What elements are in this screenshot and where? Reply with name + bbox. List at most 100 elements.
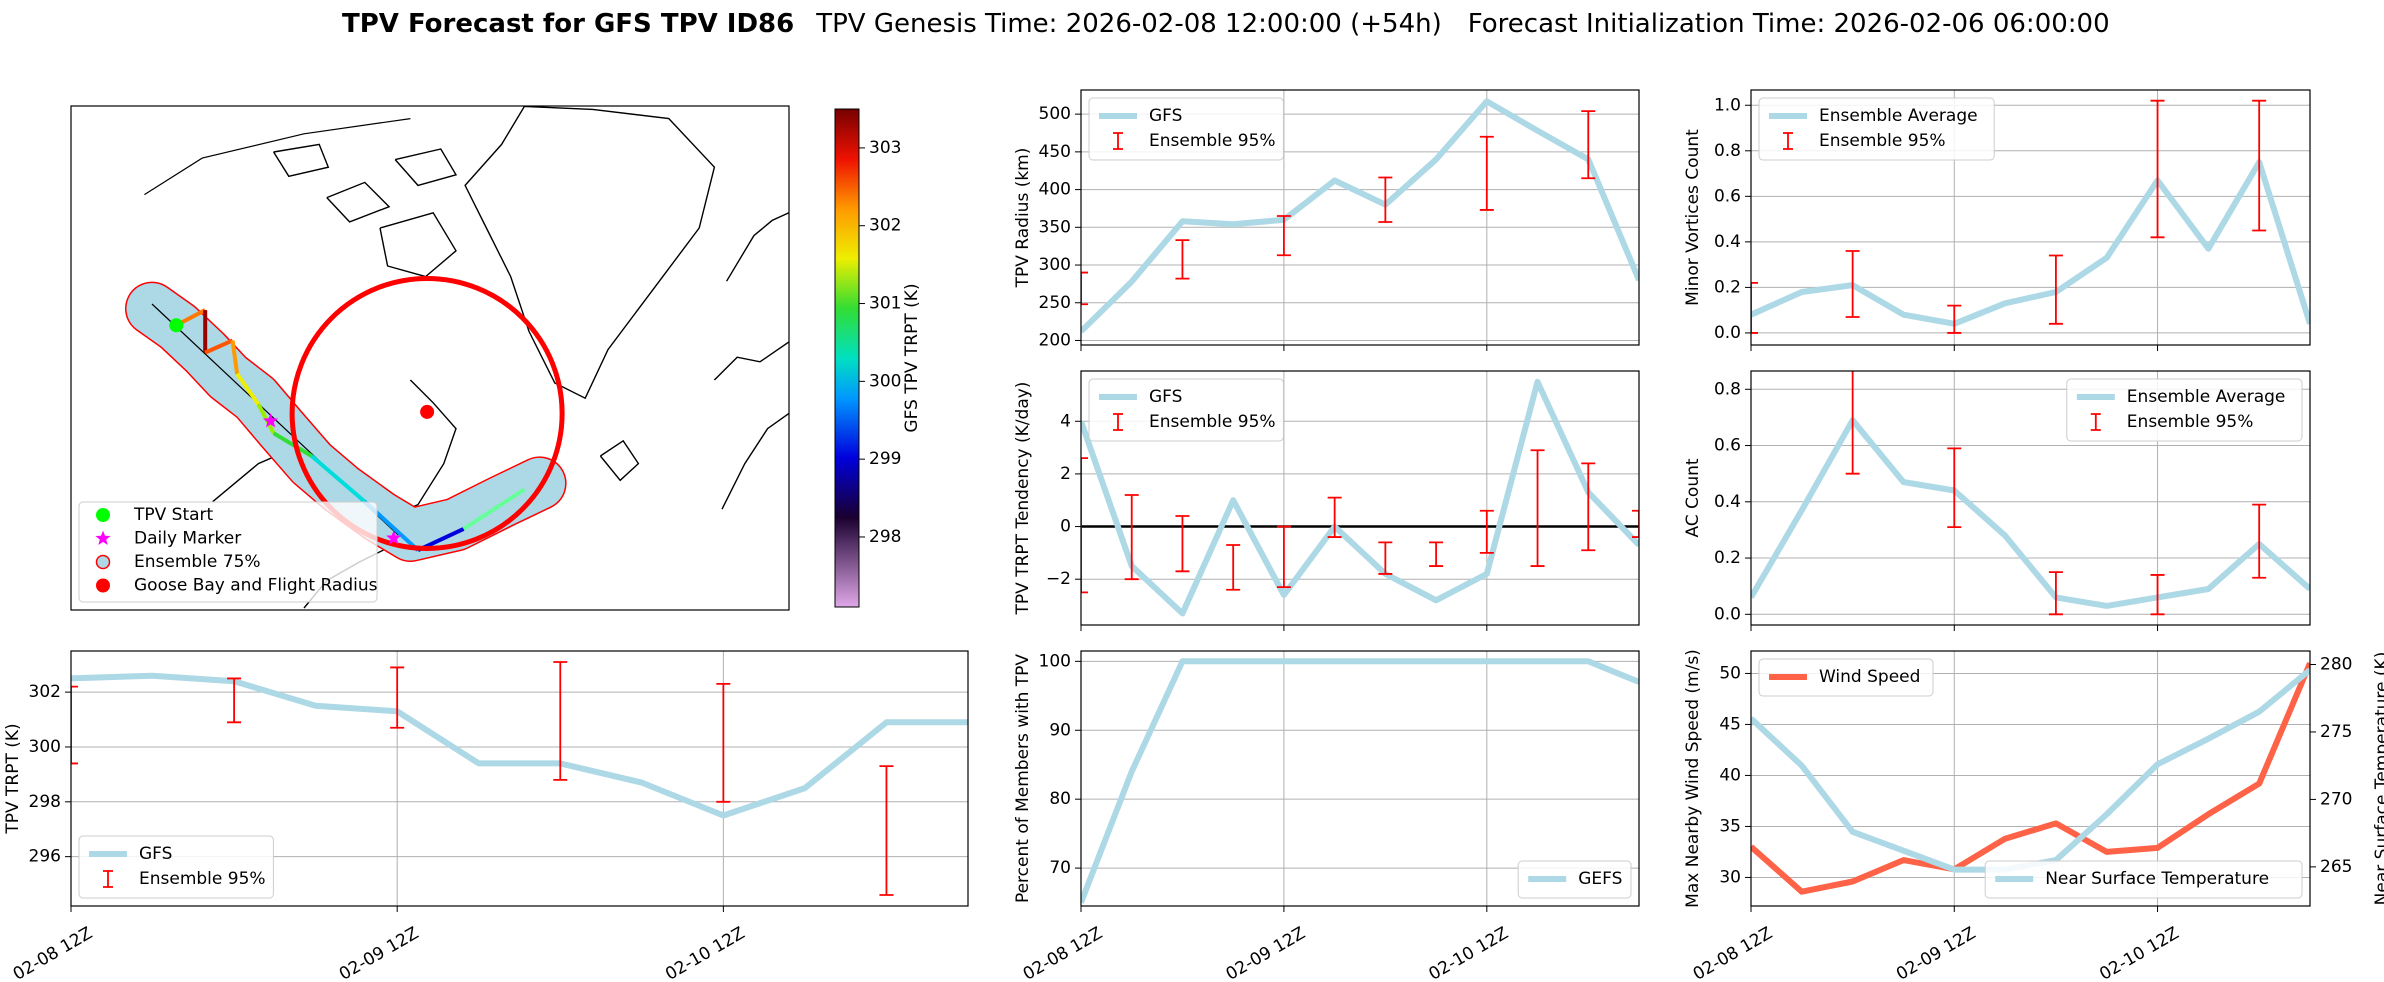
- coastline: [713, 341, 789, 381]
- y-axis-label: TPV TRPT (K): [3, 723, 23, 834]
- error-bar: [1081, 271, 1088, 306]
- coastline: [379, 211, 457, 278]
- error-bar: [1175, 239, 1190, 280]
- y-tick-label: 90: [1049, 720, 1071, 740]
- x-tick-label: 02-10 12Z: [662, 923, 748, 982]
- plot-area: [1081, 378, 1639, 617]
- map-layer: [125, 106, 789, 609]
- legend-box: [1984, 860, 2303, 899]
- y2-axis-label: Near Surface Temperature (K): [2372, 652, 2384, 906]
- y-tick-label: 0.8: [1714, 141, 1741, 161]
- figure-title: TPV Forecast for GFS TPV ID86 TPV Genesis…: [342, 9, 2110, 39]
- error-bar: [879, 765, 894, 896]
- legend-label: GFS: [1149, 106, 1182, 126]
- error-bar: [553, 661, 568, 781]
- error-bar: [1327, 496, 1342, 538]
- y2-tick-label: 280: [2320, 654, 2352, 674]
- error-bar: [2252, 503, 2267, 579]
- ensemble-swath: [126, 283, 566, 561]
- y-tick-label: 2: [1060, 464, 1071, 484]
- goose-bay: [420, 404, 435, 419]
- y-tick-label: 300: [1039, 255, 1071, 275]
- y2-tick-label: 270: [2320, 789, 2352, 809]
- y-tick-label: 450: [1039, 142, 1071, 162]
- error-bar: [2150, 574, 2165, 616]
- error-bar: [71, 685, 78, 765]
- error-bar: [2048, 571, 2063, 616]
- series-line: [1751, 417, 2310, 609]
- y-tick-label: 298: [29, 792, 61, 812]
- legend-label: GEFS: [1578, 869, 1622, 889]
- y-tick-label: 0.4: [1714, 492, 1741, 512]
- error-bar: [1947, 447, 1962, 529]
- error-bar: [2048, 254, 2063, 325]
- plot-area: [1081, 98, 1639, 334]
- legend-marker: [96, 508, 110, 522]
- error-bar: [1276, 525, 1291, 588]
- y-tick-label: 40: [1719, 765, 1741, 785]
- error-bar: [1947, 304, 1962, 334]
- error-bar: [1226, 544, 1241, 591]
- colorbar-tick-label: 303: [869, 138, 901, 158]
- legend-marker: [95, 554, 111, 570]
- legend-swatch: [1113, 413, 1123, 431]
- error-bar: [227, 677, 242, 724]
- title-genesis: TPV Genesis Time: 2026-02-08 12:00:00 (+…: [815, 9, 1442, 39]
- y-tick-label: 500: [1039, 104, 1071, 124]
- error-bar: [1751, 281, 1758, 334]
- title-init: Forecast Initialization Time: 2026-02-06…: [1468, 9, 2110, 39]
- legend-label: Daily Marker: [134, 529, 241, 549]
- colorbar: [834, 108, 860, 608]
- tpv-start: [169, 318, 184, 333]
- y-tick-label: 4: [1060, 411, 1071, 431]
- y-tick-label: 35: [1719, 816, 1741, 836]
- legend-label: Ensemble 95%: [2127, 412, 2254, 432]
- legend-box: [1758, 97, 1995, 161]
- legend-swatch: [103, 870, 113, 888]
- series-line: [1751, 662, 2310, 895]
- plot-frame: [1750, 89, 2311, 346]
- y-axis-label: Max Nearby Wind Speed (m/s): [1683, 649, 1703, 908]
- x-tick-label: 02-09 12Z: [336, 923, 422, 982]
- coastline: [464, 106, 716, 400]
- x-tick-label: 02-10 12Z: [1426, 923, 1512, 982]
- legend-label: Ensemble 95%: [139, 869, 266, 889]
- error-bar: [1632, 509, 1639, 538]
- coastline: [326, 181, 391, 223]
- colorbar-tick-label: 302: [869, 216, 901, 236]
- error-bar: [1845, 250, 1860, 318]
- y-tick-label: 296: [29, 847, 61, 867]
- plot-frame: [1750, 370, 2311, 626]
- legend-box: [1088, 378, 1284, 442]
- y-axis-label: TPV Radius (km): [1013, 148, 1033, 289]
- legend-label: Ensemble 75%: [134, 552, 261, 572]
- colorbar-tick-label: 300: [869, 371, 901, 391]
- error-bar: [1845, 371, 1860, 475]
- legend-marker: [96, 578, 110, 593]
- error-bar: [1581, 462, 1596, 552]
- y-tick-label: 0.4: [1714, 232, 1741, 252]
- plot-area: [71, 661, 968, 896]
- legend-box: [2066, 378, 2303, 442]
- error-bar: [1276, 215, 1291, 257]
- y-tick-label: 80: [1049, 789, 1071, 809]
- y-tick-label: 0.8: [1714, 379, 1741, 399]
- error-bar: [1479, 509, 1494, 554]
- legend-label: Ensemble 95%: [1819, 131, 1946, 151]
- plot-area: [1081, 658, 1639, 904]
- y-tick-label: 1.0: [1714, 95, 1741, 115]
- x-tick-label: 02-08 12Z: [1020, 923, 1106, 982]
- legend-box: [1088, 97, 1284, 161]
- colorbar-label: GFS TPV TRPT (K): [902, 283, 922, 432]
- x-tick-label: 02-08 12Z: [1690, 923, 1776, 982]
- legend-box: [1758, 658, 1934, 697]
- y-tick-label: 100: [1039, 651, 1071, 671]
- track-segment: [462, 487, 526, 531]
- border: [144, 118, 411, 196]
- y-tick-label: 30: [1719, 867, 1741, 887]
- series-line: [1081, 658, 1639, 904]
- y-axis-label: TPV TRPT Tendency (K/day): [1013, 382, 1033, 616]
- legend-label: Ensemble Average: [2127, 387, 2286, 407]
- plot-frame: [1080, 89, 1640, 346]
